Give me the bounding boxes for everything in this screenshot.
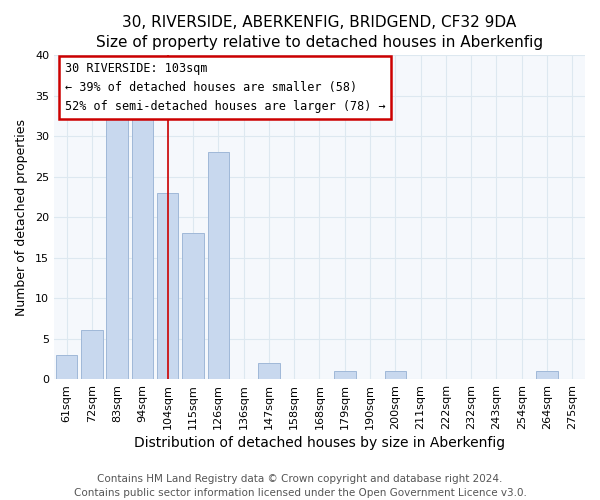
Bar — [208, 152, 229, 379]
Bar — [258, 363, 280, 379]
Text: Contains HM Land Registry data © Crown copyright and database right 2024.
Contai: Contains HM Land Registry data © Crown c… — [74, 474, 526, 498]
Bar — [131, 112, 153, 379]
Bar — [106, 112, 128, 379]
Bar — [157, 193, 178, 379]
Text: 30 RIVERSIDE: 103sqm
← 39% of detached houses are smaller (58)
52% of semi-detac: 30 RIVERSIDE: 103sqm ← 39% of detached h… — [65, 62, 385, 112]
Bar — [385, 371, 406, 379]
Bar — [334, 371, 356, 379]
Title: 30, RIVERSIDE, ABERKENFIG, BRIDGEND, CF32 9DA
Size of property relative to detac: 30, RIVERSIDE, ABERKENFIG, BRIDGEND, CF3… — [96, 15, 543, 50]
Bar — [81, 330, 103, 379]
Y-axis label: Number of detached properties: Number of detached properties — [15, 118, 28, 316]
Bar — [182, 234, 204, 379]
Bar — [536, 371, 558, 379]
X-axis label: Distribution of detached houses by size in Aberkenfig: Distribution of detached houses by size … — [134, 436, 505, 450]
Bar — [56, 355, 77, 379]
